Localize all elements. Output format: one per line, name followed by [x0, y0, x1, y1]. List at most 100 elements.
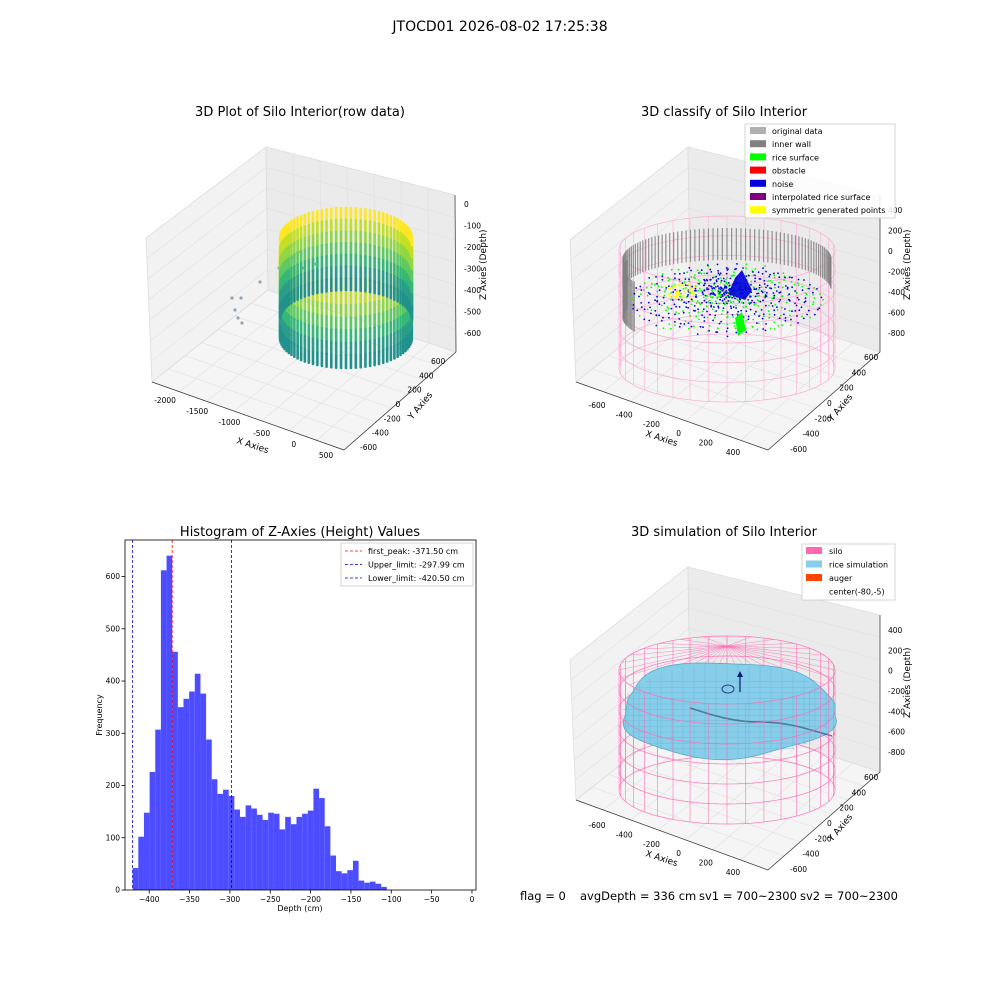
symmetric-point [664, 285, 667, 288]
noise-point [715, 302, 718, 305]
histogram-legend: first_peak: -371.50 cm Upper_limit: -297.… [340, 542, 474, 587]
histogram-bar [319, 798, 325, 890]
sv2-text: sv2 = 700~2300 [800, 889, 898, 903]
tick-label: 100 [106, 833, 121, 842]
rice-surface-point [801, 315, 803, 318]
symmetric-point [690, 293, 693, 296]
tick-label: 0 [464, 200, 469, 209]
noise-point [784, 308, 786, 310]
rice-surface-point [718, 296, 720, 298]
noise-point [691, 285, 693, 288]
noise-point [703, 320, 706, 322]
rice-surface-point [680, 292, 682, 295]
rice-surface-point [797, 282, 799, 284]
histogram-bar [336, 871, 342, 890]
noise-point [772, 292, 775, 294]
classify-plot-points [622, 228, 832, 338]
silo-roof-line [726, 645, 833, 663]
noise-point [754, 274, 756, 277]
auger-arrow [737, 671, 743, 677]
noise-point [709, 301, 712, 304]
noise-point [762, 313, 765, 316]
rice-surface-point [646, 308, 649, 311]
center-marker [721, 684, 735, 694]
rice-surface-point [714, 310, 716, 313]
rice-surface-point [729, 295, 732, 298]
noise-point [727, 282, 730, 284]
histogram-bar [290, 824, 297, 890]
rice-surface-point [680, 299, 683, 302]
rice-surface-point [769, 327, 772, 330]
rice-surface-point [678, 312, 680, 315]
noise-point [753, 288, 756, 291]
rice-surface-point [797, 284, 800, 287]
rice-surface-point [711, 302, 714, 304]
noise-point [726, 291, 728, 294]
noise-point [779, 291, 782, 294]
histogram-bar [313, 788, 320, 890]
noise-point [794, 310, 797, 312]
tick-label: -800 [888, 329, 905, 338]
noise-point [791, 310, 793, 313]
noise-point [688, 266, 691, 269]
symmetric-point [677, 293, 680, 296]
rice-surface-point [758, 294, 761, 297]
noise-point [714, 294, 716, 296]
grid-line [688, 627, 881, 683]
symmetric-point [687, 283, 690, 286]
noise-point [757, 271, 760, 273]
legend-label: obstacle [772, 167, 806, 176]
noise-point [710, 285, 712, 288]
legend-swatch [750, 127, 766, 134]
tick-label: -400 [372, 429, 389, 438]
tick-label: 0 [470, 895, 475, 904]
noise-point [753, 301, 756, 304]
simulation-plot-z-label: Z Axies (Depth) [903, 647, 913, 718]
tick-label: -600 [588, 401, 605, 410]
noise-point [721, 293, 724, 296]
symmetric-point [688, 289, 691, 292]
rice-surface-point [704, 298, 707, 300]
noise-point [667, 312, 670, 315]
noise-point [705, 301, 708, 304]
noise-point [758, 284, 761, 287]
grid-line [685, 745, 799, 841]
tick-label: 200 [839, 384, 854, 393]
noise-point [748, 274, 750, 277]
rice-surface-point [752, 274, 755, 277]
rice-surface-point [768, 304, 770, 307]
symmetric-point [674, 285, 676, 287]
legend-label: inner wall [772, 140, 811, 149]
noise-point [761, 317, 764, 320]
noise-point [702, 326, 704, 329]
noise-point [774, 283, 776, 286]
rice-surface-point [756, 328, 759, 331]
rice-surface-point [769, 279, 771, 282]
histogram-bar [206, 739, 212, 890]
noise-point [643, 318, 646, 321]
noise-point [761, 272, 764, 275]
rice-surface-point [736, 298, 739, 301]
classify-plot-x-ticks: -600 -400 -200 0 200 400 [588, 401, 740, 457]
noise-point [668, 316, 670, 319]
noise-point [729, 305, 732, 308]
noise-point [722, 277, 725, 280]
rice-surface-point [757, 305, 760, 307]
noise-point [804, 300, 807, 303]
rice-surface-point [754, 268, 757, 270]
rice-surface-point [689, 291, 691, 294]
noise-point [803, 301, 806, 304]
noise-point [663, 302, 666, 305]
rice-surface-point [720, 281, 722, 284]
grid-line [206, 307, 322, 402]
noise-point [771, 305, 774, 307]
rice-surface-point [699, 271, 701, 274]
noise-point [723, 293, 726, 296]
rice-surface-point [737, 299, 739, 302]
noise-point [763, 283, 766, 285]
noise-point [695, 289, 697, 292]
rice-surface-point [804, 292, 807, 294]
grid-line [266, 167, 456, 218]
rice-surface-point [709, 299, 711, 302]
histogram-bar [364, 882, 370, 890]
